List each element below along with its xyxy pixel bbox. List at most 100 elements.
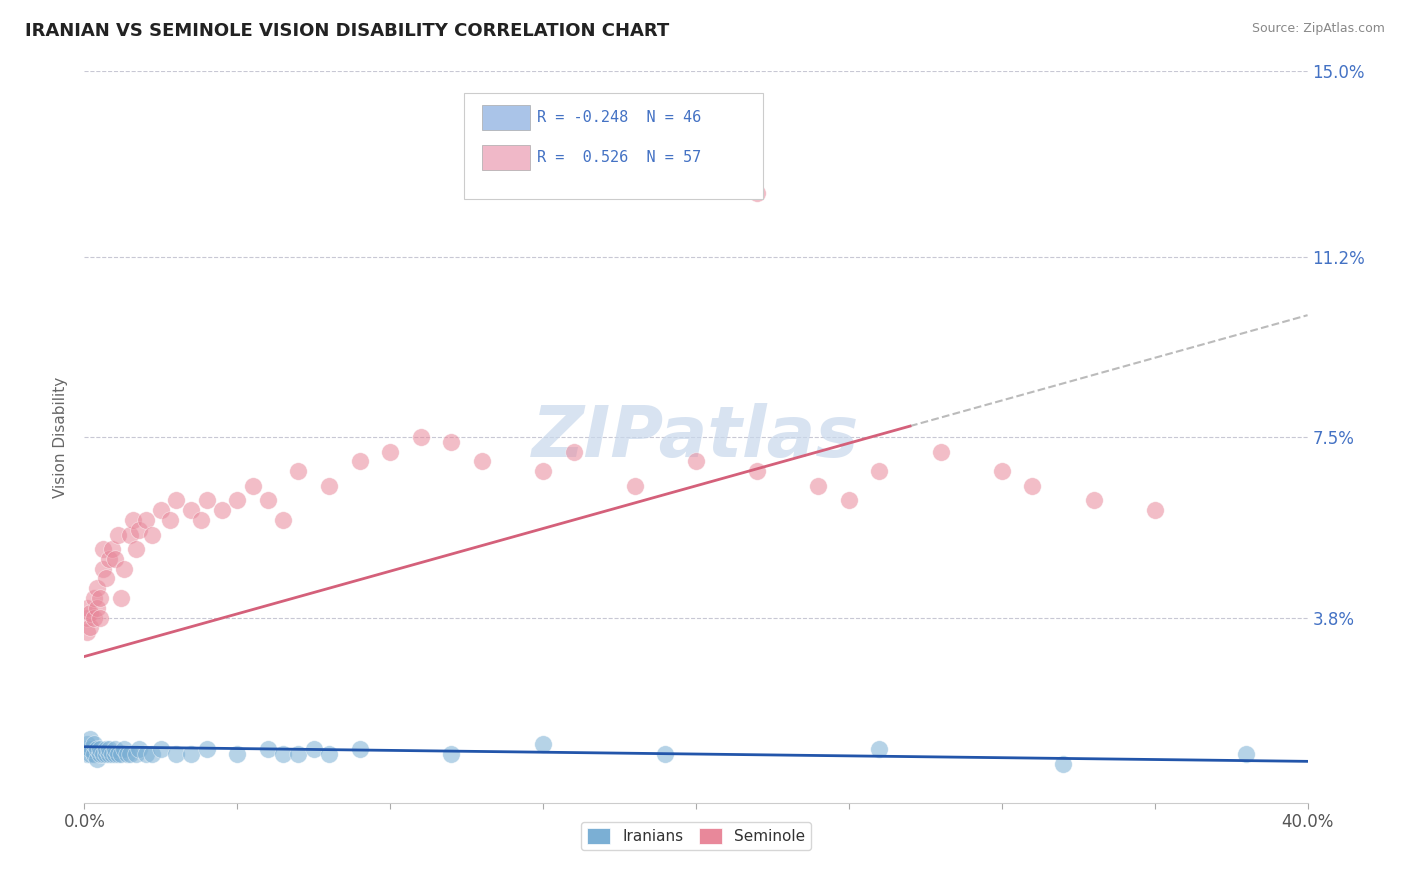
- Point: [838, 493, 860, 508]
- Point: [440, 434, 463, 449]
- Point: [76, 610, 98, 624]
- Point: [107, 527, 129, 541]
- Point: [76, 742, 98, 756]
- Point: [120, 527, 142, 541]
- Point: [83, 747, 105, 761]
- Point: [89, 610, 111, 624]
- Point: [195, 742, 218, 756]
- Point: [122, 513, 145, 527]
- Point: [149, 503, 172, 517]
- Point: [97, 552, 120, 566]
- Legend: Iranians, Seminole: Iranians, Seminole: [581, 822, 811, 850]
- Point: [83, 591, 105, 605]
- Point: [211, 503, 233, 517]
- Point: [929, 444, 952, 458]
- Text: Source: ZipAtlas.com: Source: ZipAtlas.com: [1251, 22, 1385, 36]
- Point: [190, 513, 212, 527]
- Point: [79, 732, 101, 747]
- Text: IRANIAN VS SEMINOLE VISION DISABILITY CORRELATION CHART: IRANIAN VS SEMINOLE VISION DISABILITY CO…: [25, 22, 669, 40]
- Point: [624, 479, 647, 493]
- Point: [112, 562, 135, 576]
- Point: [257, 493, 280, 508]
- Point: [125, 747, 148, 761]
- Point: [125, 542, 148, 557]
- Point: [110, 747, 132, 761]
- Point: [149, 742, 172, 756]
- Point: [135, 747, 157, 761]
- FancyBboxPatch shape: [464, 94, 763, 200]
- Point: [89, 591, 111, 605]
- Point: [1021, 479, 1043, 493]
- Point: [440, 747, 463, 761]
- Point: [141, 747, 163, 761]
- Point: [86, 752, 108, 766]
- Point: [226, 747, 249, 761]
- Point: [165, 493, 187, 508]
- Point: [747, 186, 769, 201]
- Point: [195, 493, 218, 508]
- Point: [1236, 747, 1258, 761]
- Point: [531, 737, 554, 751]
- Point: [104, 742, 127, 756]
- Point: [86, 581, 108, 595]
- Point: [747, 464, 769, 478]
- Point: [318, 479, 340, 493]
- Point: [349, 454, 371, 468]
- Point: [180, 747, 202, 761]
- Point: [79, 742, 101, 756]
- Point: [94, 742, 117, 756]
- Point: [271, 747, 294, 761]
- Point: [110, 591, 132, 605]
- Point: [180, 503, 202, 517]
- Point: [685, 454, 707, 468]
- Point: [302, 742, 325, 756]
- Point: [120, 747, 142, 761]
- Point: [226, 493, 249, 508]
- Point: [869, 742, 891, 756]
- Point: [91, 562, 114, 576]
- Point: [89, 747, 111, 761]
- Point: [271, 513, 294, 527]
- Point: [135, 513, 157, 527]
- Point: [654, 747, 676, 761]
- Text: R = -0.248  N = 46: R = -0.248 N = 46: [537, 110, 702, 125]
- Point: [79, 620, 101, 634]
- Point: [128, 742, 150, 756]
- Point: [79, 747, 101, 761]
- Point: [86, 742, 108, 756]
- Point: [1083, 493, 1105, 508]
- Y-axis label: Vision Disability: Vision Disability: [53, 376, 69, 498]
- Point: [1143, 503, 1166, 517]
- Point: [76, 600, 98, 615]
- Point: [287, 464, 309, 478]
- Point: [97, 747, 120, 761]
- Point: [531, 464, 554, 478]
- Point: [91, 747, 114, 761]
- Point: [101, 747, 124, 761]
- Point: [104, 552, 127, 566]
- Point: [242, 479, 264, 493]
- Point: [562, 444, 585, 458]
- Point: [807, 479, 830, 493]
- FancyBboxPatch shape: [482, 145, 530, 170]
- Point: [165, 747, 187, 761]
- Point: [380, 444, 402, 458]
- Point: [76, 747, 98, 761]
- FancyBboxPatch shape: [482, 105, 530, 130]
- Point: [991, 464, 1014, 478]
- Point: [83, 737, 105, 751]
- Point: [97, 742, 120, 756]
- Point: [287, 747, 309, 761]
- Point: [76, 737, 98, 751]
- Point: [159, 513, 181, 527]
- Point: [141, 527, 163, 541]
- Point: [1052, 756, 1074, 771]
- Point: [83, 610, 105, 624]
- Point: [89, 742, 111, 756]
- Point: [94, 572, 117, 586]
- Point: [128, 523, 150, 537]
- Point: [349, 742, 371, 756]
- Point: [112, 742, 135, 756]
- Point: [107, 747, 129, 761]
- Point: [76, 625, 98, 640]
